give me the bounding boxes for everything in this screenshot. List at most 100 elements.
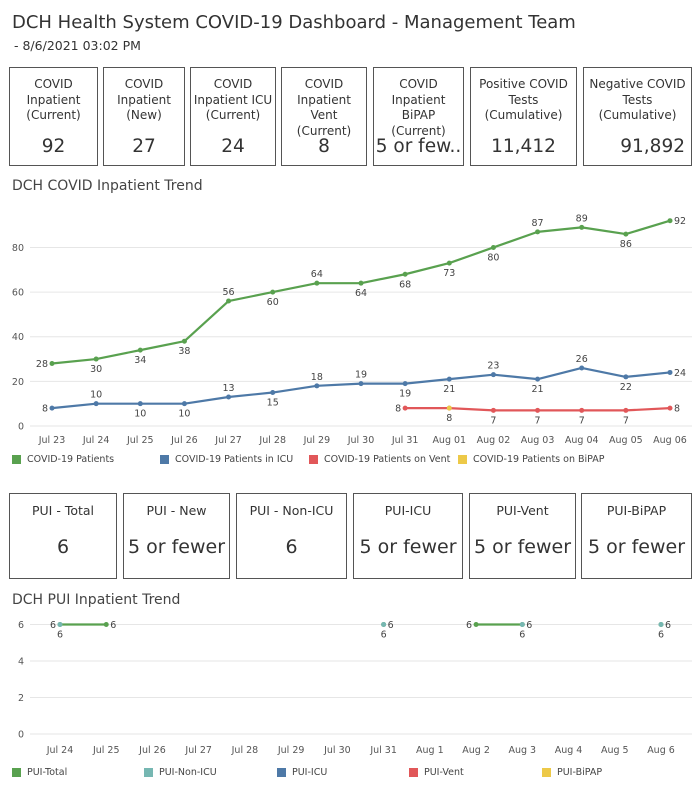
- kpi-card-negative-tests[interactable]: Negative COVID Tests (Cumulative) 91,892: [583, 67, 692, 166]
- data-point-covid-19-patients-in-icu: [93, 401, 99, 407]
- kpi-card-inpatient-vent[interactable]: COVID Inpatient Vent (Current) 8: [281, 67, 367, 166]
- kpi-label: COVID Inpatient (Current): [26, 77, 81, 122]
- data-point-covid-19-patients: [402, 271, 408, 277]
- data-point-covid-19-patients-on-bipap: [446, 405, 452, 411]
- data-label-pui-non-icu: 6: [658, 629, 664, 640]
- data-point-covid-19-patients-in-icu: [490, 372, 496, 378]
- data-label-covid-19-patients-on-vent: 7: [535, 415, 541, 426]
- kpi-value: 6: [56, 536, 70, 558]
- kpi-value: 5 or fewer: [359, 536, 457, 558]
- legend-item-bipap: COVID-19 Patients on BiPAP: [458, 454, 605, 465]
- data-label-covid-19-patients: 38: [178, 346, 190, 357]
- kpi-value: 92: [41, 136, 66, 157]
- data-point-covid-19-patients: [623, 231, 629, 237]
- kpi-value: 5 or fewer: [587, 536, 686, 558]
- kpi-card-inpatient-current[interactable]: COVID Inpatient (Current) 92: [9, 67, 98, 166]
- x-tick-label: Aug 2: [462, 745, 490, 756]
- x-tick-label: Jul 29: [303, 435, 331, 446]
- data-label-covid-19-patients: 80: [487, 252, 499, 263]
- data-point-covid-19-patients-on-vent: [402, 405, 408, 411]
- data-label-pui-total: 6: [50, 620, 56, 631]
- data-point-pui-non-icu: [658, 621, 664, 627]
- data-label-covid-19-patients: 28: [36, 359, 48, 370]
- pui-card-new[interactable]: PUI - New 5 or fewer: [123, 493, 230, 579]
- data-label-covid-19-patients-on-vent: 7: [623, 415, 629, 426]
- legend-item-pui-bipap: PUI-BiPAP: [542, 767, 602, 778]
- y-tick-label: 4: [18, 656, 24, 667]
- data-point-covid-19-patients: [49, 361, 55, 367]
- data-label-covid-19-patients: 56: [223, 287, 235, 298]
- data-label-covid-19-patients: 92: [674, 216, 686, 227]
- x-tick-label: Jul 30: [347, 435, 375, 446]
- data-point-covid-19-patients: [490, 244, 496, 250]
- kpi-value: 5 or fewer: [473, 536, 572, 558]
- legend-label: PUI-Vent: [424, 767, 464, 778]
- data-label-covid-19-patients: 68: [399, 279, 411, 290]
- kpi-label: COVID Inpatient (New): [117, 77, 171, 122]
- kpi-card-positive-tests[interactable]: Positive COVID Tests (Cumulative) 11,412: [470, 67, 577, 166]
- data-label-pui-total: 6: [665, 620, 671, 631]
- data-point-covid-19-patients-in-icu: [226, 394, 232, 400]
- data-point-covid-19-patients-on-vent: [535, 407, 541, 413]
- kpi-card-inpatient-icu[interactable]: COVID Inpatient ICU (Current) 24: [190, 67, 276, 166]
- pui-card-vent[interactable]: PUI-Vent 5 or fewer: [469, 493, 576, 579]
- data-label-covid-19-patients: 64: [311, 269, 323, 280]
- legend-label: COVID-19 Patients on Vent: [324, 454, 451, 465]
- data-point-covid-19-patients-in-icu: [579, 365, 585, 371]
- x-tick-label: Aug 5: [601, 745, 629, 756]
- kpi-value: 8: [318, 136, 330, 157]
- y-tick-label: 0: [18, 422, 24, 433]
- legend-swatch: [458, 455, 467, 464]
- kpi-label: COVID Inpatient BiPAP (Current): [391, 77, 446, 138]
- kpi-label: PUI-BiPAP: [606, 503, 667, 518]
- data-label-pui-total: 6: [110, 620, 116, 631]
- kpi-card-inpatient-new[interactable]: COVID Inpatient (New) 27: [103, 67, 185, 166]
- kpi-label: COVID Inpatient Vent (Current): [296, 77, 352, 138]
- data-label-covid-19-patients-on-vent: 8: [446, 413, 452, 424]
- x-tick-label: Aug 3: [508, 745, 536, 756]
- pui-card-total[interactable]: PUI - Total 6: [9, 493, 117, 579]
- kpi-label: PUI-Vent: [496, 503, 549, 518]
- data-point-covid-19-patients-in-icu: [402, 381, 408, 387]
- data-point-covid-19-patients-on-vent: [667, 405, 673, 411]
- legend-item-pui-icu: PUI-ICU: [277, 767, 327, 778]
- inpatient-trend-title: DCH COVID Inpatient Trend: [12, 178, 203, 194]
- pui-card-non-icu[interactable]: PUI - Non-ICU 6: [236, 493, 347, 579]
- data-label-covid-19-patients: 89: [576, 213, 588, 224]
- data-label-covid-19-patients-on-vent: 7: [490, 415, 496, 426]
- legend-item-pui-non-icu: PUI-Non-ICU: [144, 767, 217, 778]
- legend-label: PUI-BiPAP: [557, 767, 603, 778]
- legend-item-icu: COVID-19 Patients in ICU: [160, 454, 293, 465]
- pui-card-icu[interactable]: PUI-ICU 5 or fewer: [353, 493, 463, 579]
- x-tick-label: Jul 24: [82, 435, 110, 446]
- legend-label: PUI-Non-ICU: [159, 767, 217, 778]
- kpi-label: PUI-ICU: [384, 503, 432, 518]
- data-label-covid-19-patients-in-icu: 21: [532, 384, 544, 395]
- x-tick-label: Jul 31: [391, 435, 419, 446]
- pui-card-bipap[interactable]: PUI-BiPAP 5 or fewer: [581, 493, 692, 579]
- x-tick-label: Jul 26: [170, 435, 198, 446]
- kpi-value: 91,892: [620, 136, 685, 157]
- x-tick-label: Jul 25: [92, 745, 120, 756]
- x-tick-label: Jul 28: [231, 745, 259, 756]
- data-label-covid-19-patients-in-icu: 22: [620, 382, 632, 393]
- y-tick-label: 60: [12, 288, 24, 299]
- y-tick-label: 2: [18, 693, 24, 704]
- data-label-covid-19-patients-on-vent: 8: [674, 404, 680, 415]
- data-label-covid-19-patients-in-icu: 19: [399, 389, 411, 400]
- inpatient-trend-chart: 0 20 40 60 80 Jul 23 Jul 24 Jul 25 Jul 26 Jul 27 J…: [12, 213, 692, 446]
- kpi-value: 24: [221, 136, 245, 157]
- legend-label: PUI-ICU: [292, 767, 328, 778]
- kpi-card-inpatient-bipap[interactable]: COVID Inpatient BiPAP (Current) 5 or few…: [373, 67, 464, 166]
- data-label-covid-19-patients-in-icu: 15: [267, 398, 279, 409]
- legend-item-covid-patients: COVID-19 Patients: [12, 454, 114, 465]
- legend-swatch: [12, 455, 21, 464]
- data-point-covid-19-patients-in-icu: [667, 369, 673, 375]
- kpi-label: PUI - New: [146, 503, 207, 518]
- data-point-covid-19-patients: [535, 229, 541, 235]
- x-tick-label: Aug 4: [555, 745, 583, 756]
- data-point-covid-19-patients-in-icu: [446, 376, 452, 382]
- data-label-pui-non-icu: 6: [381, 629, 387, 640]
- x-tick-label: Aug 1: [416, 745, 444, 756]
- data-point-covid-19-patients-on-vent: [623, 407, 629, 413]
